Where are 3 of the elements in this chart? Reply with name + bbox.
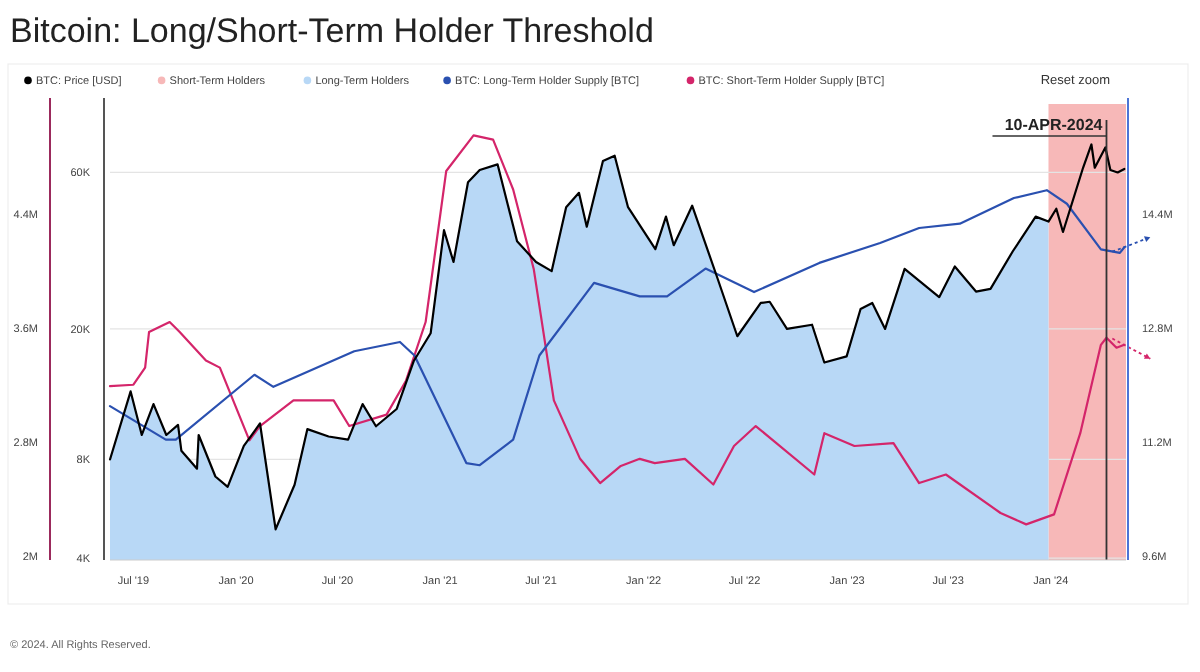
line-series (108, 189, 1126, 467)
chart-title: Bitcoin: Long/Short-Term Holder Threshold (10, 12, 654, 50)
ref-line-label: 10-APR-2024 (1004, 116, 1104, 134)
